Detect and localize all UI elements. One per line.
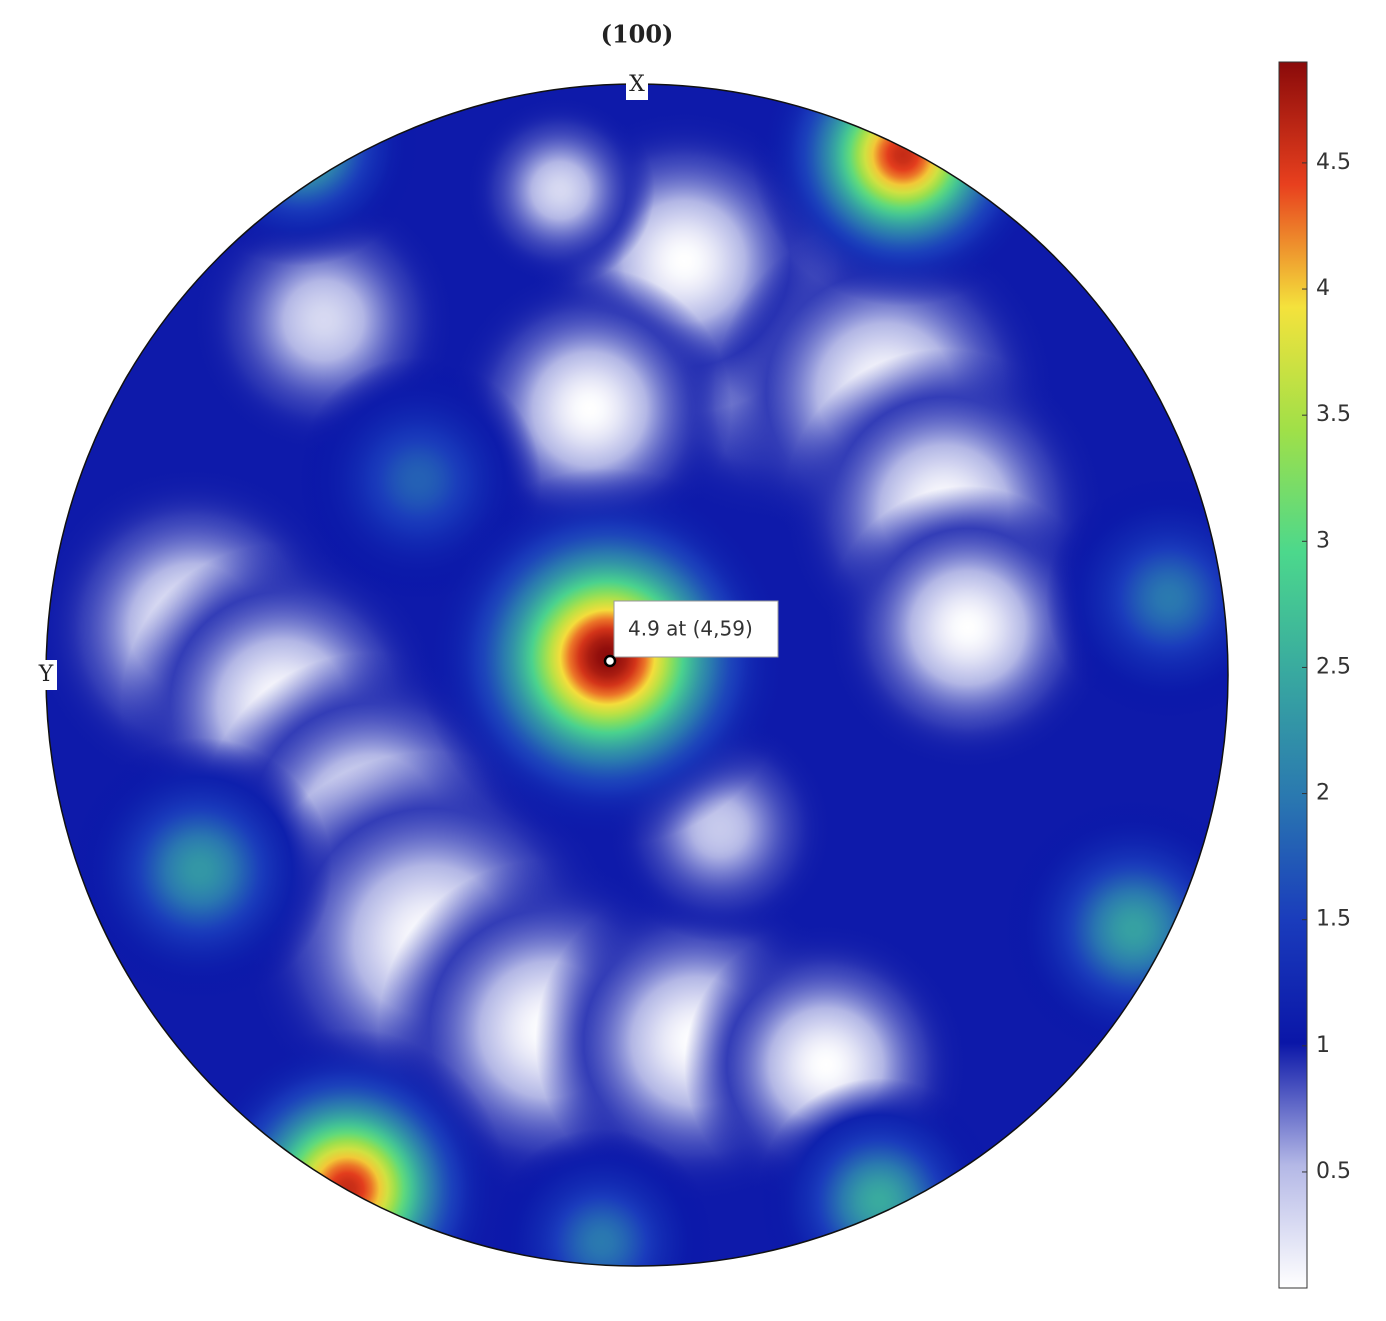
- colorbar-tick-label: 1: [1316, 1033, 1330, 1058]
- colorbar-tick-label: 1.5: [1316, 907, 1351, 932]
- label-box: [626, 70, 648, 100]
- density-peak: [186, 1028, 509, 1266]
- density-peak: [67, 737, 333, 1003]
- density-peak: [1001, 796, 1228, 1062]
- density-peak: [177, 84, 424, 267]
- colorbar-tick-label: 2: [1316, 781, 1330, 806]
- x-axis-label: X: [629, 72, 645, 97]
- density-peak: [465, 95, 655, 285]
- annotation-box: [613, 600, 779, 658]
- colorbar-tick-label: 3: [1316, 528, 1330, 553]
- colorbar-scale: [1278, 61, 1308, 1289]
- annotation-marker: [603, 654, 617, 668]
- colorbar-tick-label: 0.5: [1316, 1159, 1351, 1184]
- colorbar-tick-label: 2.5: [1316, 654, 1351, 679]
- y-axis-label: Y: [38, 662, 54, 687]
- density-peak: [826, 485, 1110, 770]
- colorbar-tick-label: 4.5: [1316, 150, 1351, 175]
- density-peak: [488, 1128, 716, 1266]
- density-field: [46, 84, 1228, 1266]
- colorbar: 0.5 1 1.5 2 2.5 3 3.5 4 4.5: [1278, 61, 1351, 1289]
- chart-title: (100): [601, 20, 674, 49]
- label-box: [35, 660, 57, 690]
- colorbar-tick-label: 3.5: [1316, 402, 1351, 427]
- annotation: 4.9 at (4,59): [628, 617, 753, 641]
- density-peak: [1045, 475, 1228, 722]
- colorbar-tick-label: 4: [1316, 276, 1330, 301]
- density-peak: [756, 1078, 1003, 1266]
- density-peak: [751, 84, 1055, 307]
